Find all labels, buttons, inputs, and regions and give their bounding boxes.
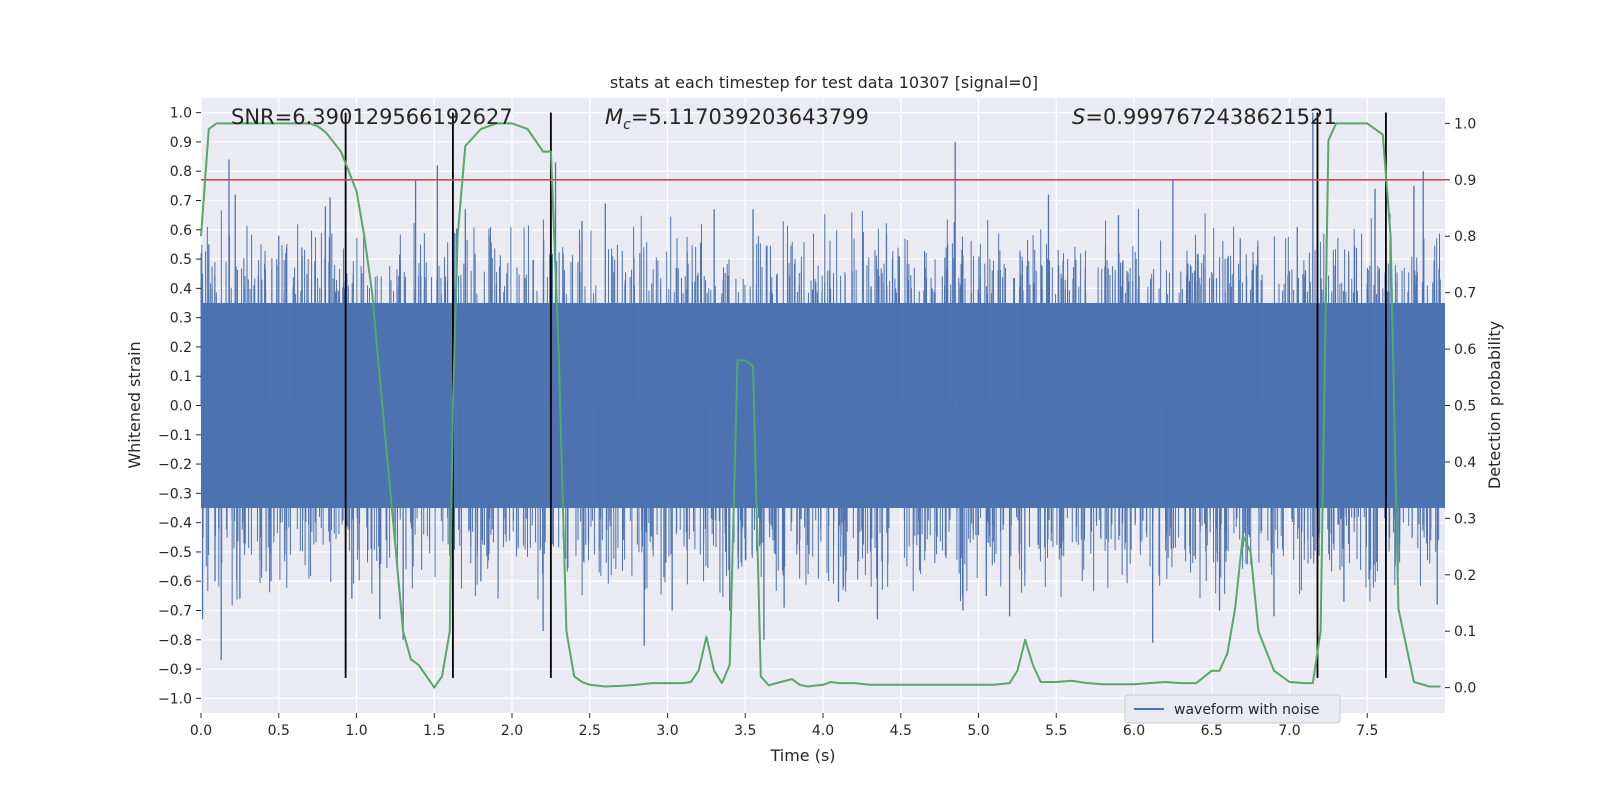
x-tick-label: 2.0 [501,723,523,739]
x-tick-label: 5.0 [967,723,989,739]
y2-tick-label: 0.5 [1454,399,1476,415]
x-tick-label: 6.0 [1123,723,1145,739]
legend-box [1124,694,1341,724]
y-tick-label: −0.8 [158,633,192,649]
y-tick-label: 0.8 [170,164,192,180]
chirp-mass-annotation: Mc=5.117039203643799 [605,105,869,133]
y2-tick-label: 0.3 [1454,511,1476,527]
snr-annotation: SNR=6.390129566192627 [231,105,513,129]
x-tick-label: 6.5 [1201,723,1223,739]
s-value: =0.9997672438621521 [1085,105,1336,129]
x-tick-label: 0.0 [190,723,212,739]
y-axis-label: Whitened strain [125,341,144,468]
y-tick-label: 0.7 [170,194,192,210]
legend: waveform with noise [1124,694,1341,724]
x-tick-label: 2.5 [579,723,601,739]
y2-axis-label: Detection probability [1485,321,1504,489]
waveform-noise-band [201,303,1445,508]
y-tick-label: 0.2 [170,340,192,356]
y-tick-label: −1.0 [158,691,192,707]
y-tick-label: −0.3 [158,486,192,502]
y2-tick-label: 0.4 [1454,455,1476,471]
chirp-mass-symbol: M [605,105,623,129]
y2-tick-label: 0.2 [1454,568,1476,584]
x-axis-ticks: 0.0 0.5 1.0 1.5 2.0 2.5 3.0 3.5 4.0 4.5 5.0 5.5 6.0 6… [190,713,1378,739]
y2-tick-label: 0.6 [1454,342,1476,358]
detection-probability-line [200,122,1441,689]
chirp-mass-value: =5.117039203643799 [631,105,869,129]
y-tick-label: −0.2 [158,457,192,473]
x-tick-label: 1.0 [345,723,367,739]
s-symbol: S [1072,105,1085,129]
x-tick-label: 1.5 [423,723,445,739]
x-tick-label: 5.5 [1045,723,1067,739]
x-axis-label: Time (s) [769,746,835,765]
y-tick-label: −0.6 [158,574,192,590]
y-tick-label: 0.9 [170,135,192,151]
y2-tick-label: 0.0 [1454,681,1476,697]
y2-tick-label: 1.0 [1454,116,1476,132]
y-tick-label: −0.1 [158,428,192,444]
x-tick-label: 4.5 [890,723,912,739]
x-tick-label: 3.5 [734,723,756,739]
y-tick-label: 0.5 [170,252,192,268]
x-tick-label: 3.0 [656,723,678,739]
y-tick-label: 0.3 [170,311,192,327]
y-tick-label: 0.1 [170,369,192,385]
x-tick-label: 4.0 [812,723,834,739]
y-axis-ticks: 1.0 0.9 0.8 0.7 0.6 0.5 0.4 0.3 0.2 0.1 0.0 −0.1 −0.… [158,106,201,707]
x-tick-label: 7.5 [1356,723,1378,739]
y2-tick-label: 0.1 [1454,624,1476,640]
y2-axis-ticks: 0.0 0.1 0.2 0.3 0.4 0.5 0.6 0.7 0.8 0.9 1.0 [1445,116,1476,697]
y-tick-label: 0.0 [170,399,192,415]
y-tick-label: 0.6 [170,223,192,239]
y-tick-label: −0.5 [158,545,192,561]
y-tick-label: −0.4 [158,516,192,532]
detection-probability-series [200,122,1441,689]
y2-tick-label: 0.8 [1454,229,1476,245]
y-tick-label: 0.4 [170,281,192,297]
y2-tick-label: 0.9 [1454,173,1476,189]
chirp-mass-subscript: c [623,117,631,133]
legend-label: waveform with noise [1174,702,1319,718]
x-tick-label: 7.0 [1278,723,1300,739]
waveform-series [200,112,1445,661]
y2-tick-label: 0.7 [1454,286,1476,302]
vertical-markers [344,112,1387,678]
y-tick-label: −0.9 [158,662,192,678]
chart-title: stats at each timestep for test data 103… [610,73,1038,92]
s-annotation: S=0.9997672438621521 [1072,105,1337,129]
x-tick-label: 0.5 [268,723,290,739]
y-tick-label: 1.0 [170,106,192,122]
y-tick-label: −0.7 [158,604,192,620]
